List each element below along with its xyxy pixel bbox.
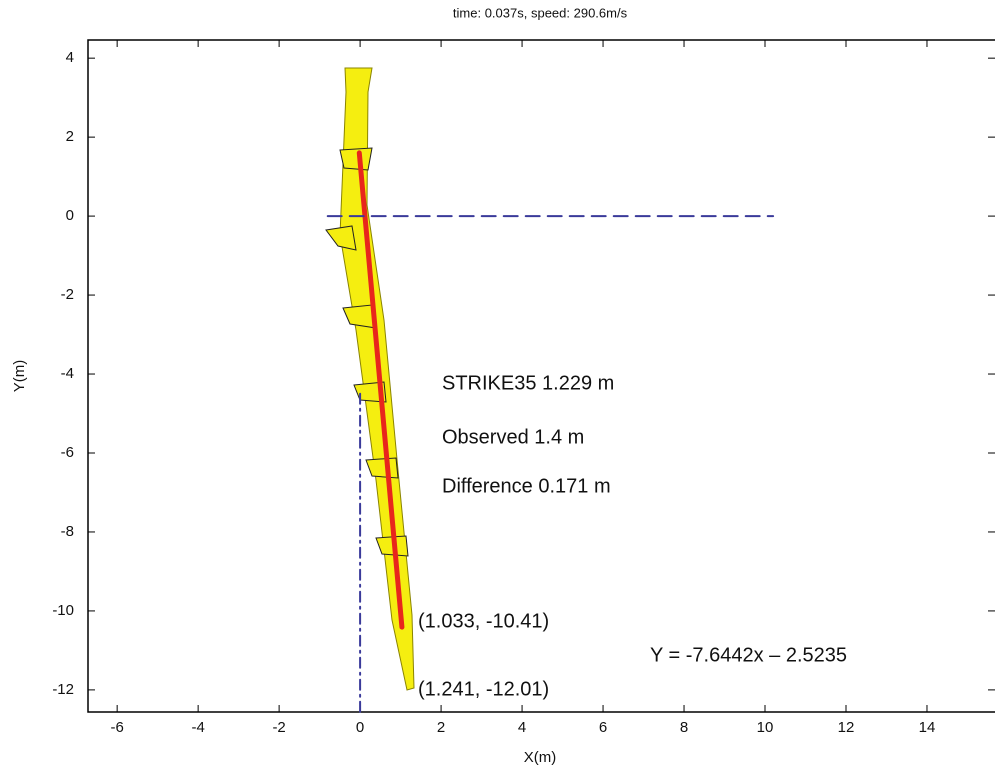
annotation: Difference 0.171 m: [442, 475, 611, 497]
x-tick-label: 4: [518, 719, 526, 736]
y-tick-label: 4: [66, 49, 74, 66]
y-tick-label: -12: [52, 681, 74, 698]
y-axis-label: Y(m): [11, 360, 28, 393]
y-tick-label: -8: [61, 523, 74, 540]
y-tick-label: -10: [52, 602, 74, 619]
y-tick-label: -4: [61, 365, 74, 382]
y-tick-label: 0: [66, 207, 74, 224]
x-tick-label: 0: [356, 719, 364, 736]
y-tick-label: -6: [61, 444, 74, 461]
annotation: (1.241, -12.01): [418, 678, 549, 700]
x-tick-label: 6: [599, 719, 607, 736]
annotation: Y = -7.6442x – 2.5235: [650, 644, 847, 666]
x-tick-label: 10: [757, 719, 774, 736]
x-tick-label: 8: [680, 719, 688, 736]
x-tick-label: 12: [838, 719, 855, 736]
x-tick-label: 14: [919, 719, 936, 736]
chart-title: time: 0.037s, speed: 290.6m/s: [453, 5, 628, 20]
annotation: STRIKE35 1.229 m: [442, 372, 614, 394]
projectile-fin: [339, 147, 373, 171]
x-tick-label: -6: [110, 719, 123, 736]
plot-frame: [87, 39, 995, 713]
data-line: [356, 150, 405, 630]
annotation: Observed 1.4 m: [442, 426, 584, 448]
annotation: (1.033, -10.41): [418, 610, 549, 632]
x-tick-label: -2: [272, 719, 285, 736]
x-tick-label: 2: [437, 719, 445, 736]
x-axis-label: X(m): [524, 749, 557, 766]
x-tick-label: -4: [191, 719, 204, 736]
y-tick-label: 2: [66, 128, 74, 145]
projectile-fin: [325, 225, 357, 251]
y-tick-label: -2: [61, 286, 74, 303]
